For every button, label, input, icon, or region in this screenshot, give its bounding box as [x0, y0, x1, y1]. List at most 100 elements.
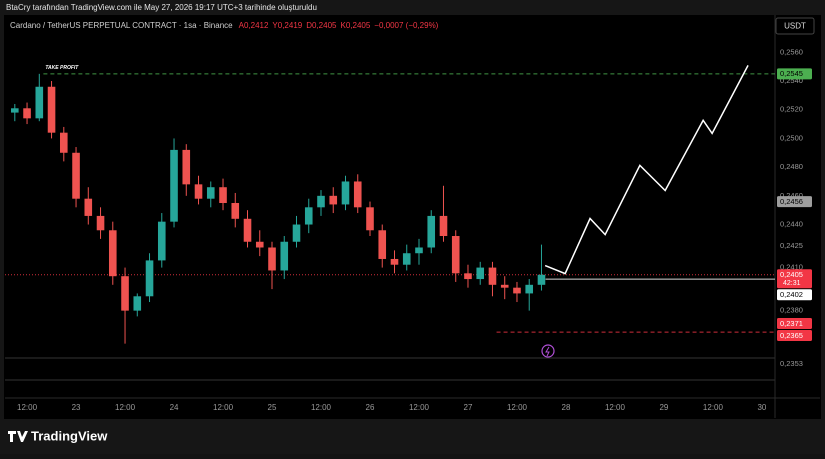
price-label: 0,2402 — [780, 290, 803, 299]
y-tick-label: 0,2425 — [780, 241, 803, 250]
event-icon-bolt — [545, 346, 550, 357]
candle-body — [476, 267, 485, 280]
y-tick-label: 0,2560 — [780, 47, 803, 56]
candle-body — [47, 86, 56, 133]
y-tick-label: 0,2500 — [780, 133, 803, 142]
candle-body — [427, 215, 436, 248]
logo: TradingView — [8, 428, 108, 443]
candle-body — [353, 181, 362, 208]
candle-body — [451, 236, 460, 274]
x-tick-label: 12:00 — [115, 403, 136, 412]
projection-line — [544, 65, 749, 275]
candle-body — [378, 230, 387, 259]
candle-body — [317, 195, 325, 208]
x-tick-label: 28 — [562, 403, 571, 412]
countdown: 42:31 — [783, 280, 801, 287]
y-tick-label: 0,2460 — [780, 191, 803, 200]
candle-body — [206, 187, 215, 199]
candle-body — [96, 215, 105, 231]
x-tick-label: 30 — [757, 403, 766, 412]
ohlc-value: D0,2405 — [306, 21, 337, 30]
logo-mark — [8, 431, 28, 442]
candle-body — [366, 207, 374, 231]
price-label: 0,2365 — [780, 331, 803, 340]
candle-body — [304, 207, 313, 225]
y-tick-label: 0,2520 — [780, 105, 803, 114]
price-label-box — [777, 289, 812, 301]
y-tick-label: 0,2540 — [780, 76, 803, 85]
legend-header: Cardano / TetherUS PERPETUAL CONTRACT · … — [10, 21, 439, 30]
candle-body — [121, 276, 129, 311]
ohlc-value: A0,2412 — [239, 21, 269, 30]
lower-pane-label: 0,2353 — [780, 359, 803, 368]
currency: USDT — [784, 22, 806, 31]
top-bar: BtaCry tarafından TradingView.com ile Ma… — [6, 3, 317, 12]
candle-body — [59, 132, 68, 153]
candle-body — [415, 247, 423, 254]
candle-body — [464, 273, 472, 280]
chart-panel — [4, 15, 821, 419]
x-tick-label: 25 — [268, 403, 277, 412]
change: −0,0007 (−0,29%) — [374, 21, 438, 30]
candle-body — [390, 258, 399, 265]
x-tick-label: 26 — [366, 403, 375, 412]
candle-body — [231, 203, 240, 219]
price-label-box — [777, 330, 812, 342]
x-tick-label: 29 — [659, 403, 668, 412]
candle-body — [72, 152, 80, 199]
candle-body — [513, 287, 521, 294]
price-label-box — [777, 68, 812, 80]
candle-body — [11, 108, 19, 113]
candle-body — [292, 224, 301, 242]
candle-body — [280, 241, 289, 271]
ohlc-value: K0,2405 — [340, 21, 370, 30]
candle-body — [219, 187, 227, 204]
candle-body — [23, 108, 31, 119]
candle-body — [84, 198, 93, 216]
y-tick-label: 0,2480 — [780, 162, 803, 171]
candle-body — [243, 218, 252, 242]
x-tick-label: 12:00 — [703, 403, 724, 412]
y-tick-label: 0,2410 — [780, 263, 803, 272]
y-tick-label: 0,2380 — [780, 306, 803, 315]
x-tick-label: 12:00 — [605, 403, 626, 412]
currency-box[interactable] — [775, 17, 815, 35]
logo-text: TradingView — [31, 428, 108, 443]
candle-body — [488, 267, 497, 285]
y-tick-label: 0,2440 — [780, 220, 803, 229]
candle-body — [329, 195, 338, 205]
x-tick-label: 24 — [170, 403, 179, 412]
price-label: 0,2545 — [780, 69, 803, 78]
candle-body — [268, 247, 276, 271]
x-tick-label: 12:00 — [409, 403, 430, 412]
candle-body — [525, 284, 534, 294]
candle-body — [537, 274, 546, 285]
x-tick-label: 12:00 — [311, 403, 332, 412]
candle-body — [145, 260, 154, 297]
candle-body — [35, 86, 44, 119]
candle-body — [341, 181, 350, 205]
x-tick-label: 12:00 — [17, 403, 38, 412]
level-name: TAKE PROFIT — [45, 65, 79, 71]
candle-body — [170, 149, 178, 222]
candle-body — [157, 221, 166, 261]
candle-body — [255, 241, 264, 248]
candle-body — [182, 149, 191, 185]
x-tick-label: 12:00 — [213, 403, 234, 412]
price-label-box — [777, 196, 812, 208]
price-label: 0,2405 — [780, 270, 803, 279]
price-label-box — [777, 269, 812, 289]
price-label: 0,2456 — [780, 197, 803, 206]
x-tick-label: 12:00 — [507, 403, 528, 412]
price-label: 0,2371 — [780, 319, 803, 328]
candle-body — [194, 184, 203, 199]
candle-body — [108, 230, 117, 277]
event-icon[interactable] — [541, 344, 555, 358]
symbol: Cardano / TetherUS PERPETUAL CONTRACT · … — [10, 21, 233, 30]
candle-body — [133, 296, 142, 311]
x-tick-label: 27 — [464, 403, 473, 412]
candle-body — [500, 284, 509, 288]
candle-body — [439, 215, 448, 237]
ohlc-value: Y0,2419 — [272, 21, 302, 30]
